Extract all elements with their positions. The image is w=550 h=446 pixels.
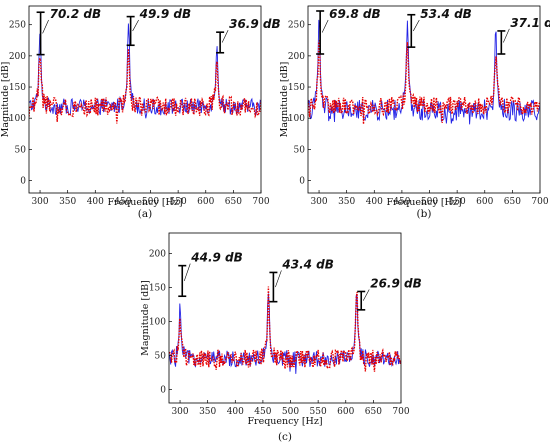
y-tick-label: 200 (9, 52, 26, 62)
series-line-2 (308, 38, 540, 125)
y-axis-label: Magnitude [dB] (0, 62, 11, 138)
db-difference-annotation: 53.4 dB (407, 7, 472, 48)
x-axis-label: Frequency [Hz] (386, 197, 461, 208)
leader-line (321, 19, 329, 33)
db-difference-annotation: 26.9 dB (357, 276, 422, 311)
x-tick-label: 500 (282, 407, 299, 417)
axes-frame (168, 232, 402, 404)
series-line-2 (29, 48, 261, 124)
leader-line (362, 289, 370, 301)
y-tick-label: 200 (288, 52, 305, 62)
db-difference-label: 26.9 dB (370, 276, 422, 290)
x-tick-label: 550 (449, 197, 466, 207)
y-tick-label: 0 (20, 177, 26, 187)
y-tick-label: 250 (288, 21, 305, 31)
y-axis-label: Magnitude [dB] (140, 280, 151, 356)
db-difference-label: 44.9 dB (190, 251, 243, 265)
x-tick-label: 350 (199, 407, 216, 417)
db-difference-label: 49.9 dB (139, 7, 192, 21)
x-tick-label: 600 (197, 197, 214, 207)
y-tick-label: 100 (149, 317, 166, 327)
panel-caption: (c) (278, 431, 292, 443)
y-tick-label: 50 (15, 145, 27, 155)
x-tick-label: 400 (227, 407, 244, 417)
x-tick-label: 450 (254, 407, 271, 417)
x-tick-label: 450 (393, 197, 410, 207)
x-tick-label: 450 (114, 197, 131, 207)
series-line-1 (29, 23, 261, 119)
series-line-2 (169, 286, 401, 372)
x-tick-label: 350 (338, 197, 355, 207)
x-tick-label: 550 (170, 197, 187, 207)
x-tick-label: 500 (421, 197, 438, 207)
x-tick-label: 300 (31, 197, 48, 207)
plot-area (29, 6, 261, 193)
x-tick-label: 650 (504, 197, 521, 207)
axes-frame (28, 5, 262, 194)
plot-area (169, 233, 401, 403)
db-difference-annotation: 43.4 dB (269, 257, 334, 303)
x-tick-label: 700 (531, 197, 548, 207)
db-difference-label: 43.4 dB (281, 257, 334, 271)
x-tick-label: 350 (59, 197, 76, 207)
y-tick-label: 50 (155, 351, 167, 361)
x-tick-label: 700 (252, 197, 269, 207)
panel-caption: (b) (417, 208, 432, 220)
x-tick-label: 300 (171, 407, 188, 417)
chart-panel-1: 300 350 400 450 500 550 600 650 700 0 50 100 150 200 2… (0, 5, 281, 220)
y-tick-label: 250 (9, 21, 26, 31)
chart-panel-2: 300 350 400 450 500 550 600 650 700 0 50 100 150 200 2… (279, 5, 550, 220)
leader-line (503, 28, 510, 43)
db-difference-annotation: 69.8 dB (316, 7, 381, 55)
x-tick-label: 600 (337, 407, 354, 417)
y-tick-label: 50 (294, 145, 306, 155)
y-tick-label: 150 (288, 83, 305, 93)
y-tick-label: 150 (9, 83, 26, 93)
chart-panel-3: 300 350 400 450 500 550 600 650 700 0 50 100 150 200 F… (140, 232, 422, 443)
x-tick-label: 550 (310, 407, 327, 417)
leader-line (132, 19, 139, 32)
x-tick-label: 400 (87, 197, 104, 207)
x-tick-label: 500 (142, 197, 159, 207)
y-axis-label: Magnitude [dB] (279, 62, 290, 138)
x-tick-label: 650 (365, 407, 382, 417)
db-difference-label: 70.2 dB (50, 7, 102, 21)
db-difference-annotation: 36.9 dB (216, 17, 281, 54)
db-difference-annotation: 49.9 dB (126, 7, 192, 47)
y-tick-label: 200 (149, 249, 166, 259)
y-tick-label: 100 (288, 114, 305, 124)
db-difference-label: 37.1 dB (510, 16, 550, 30)
leader-line (413, 19, 420, 32)
x-tick-label: 600 (476, 197, 493, 207)
db-difference-label: 53.4 dB (420, 7, 472, 21)
x-tick-label: 400 (366, 197, 383, 207)
y-tick-label: 0 (160, 385, 166, 395)
x-axis-label: Frequency [Hz] (107, 197, 182, 208)
leader-line (275, 270, 282, 288)
panel-caption: (a) (138, 208, 152, 220)
db-difference-annotation: 37.1 dB (497, 16, 550, 55)
leader-line (221, 30, 229, 43)
db-difference-annotation: 70.2 dB (36, 7, 102, 56)
x-tick-label: 700 (392, 407, 409, 417)
y-tick-label: 0 (299, 177, 305, 187)
y-tick-label: 150 (149, 283, 166, 293)
db-difference-annotation: 44.9 dB (178, 251, 243, 298)
x-axis-label: Frequency [Hz] (247, 416, 322, 427)
x-tick-label: 650 (225, 197, 242, 207)
db-difference-label: 69.8 dB (329, 7, 381, 21)
y-tick-label: 100 (9, 114, 26, 124)
db-difference-label: 36.9 dB (229, 17, 281, 31)
leader-line (42, 19, 49, 34)
leader-line (183, 263, 191, 282)
x-tick-label: 300 (310, 197, 327, 207)
axes-frame (307, 5, 541, 194)
